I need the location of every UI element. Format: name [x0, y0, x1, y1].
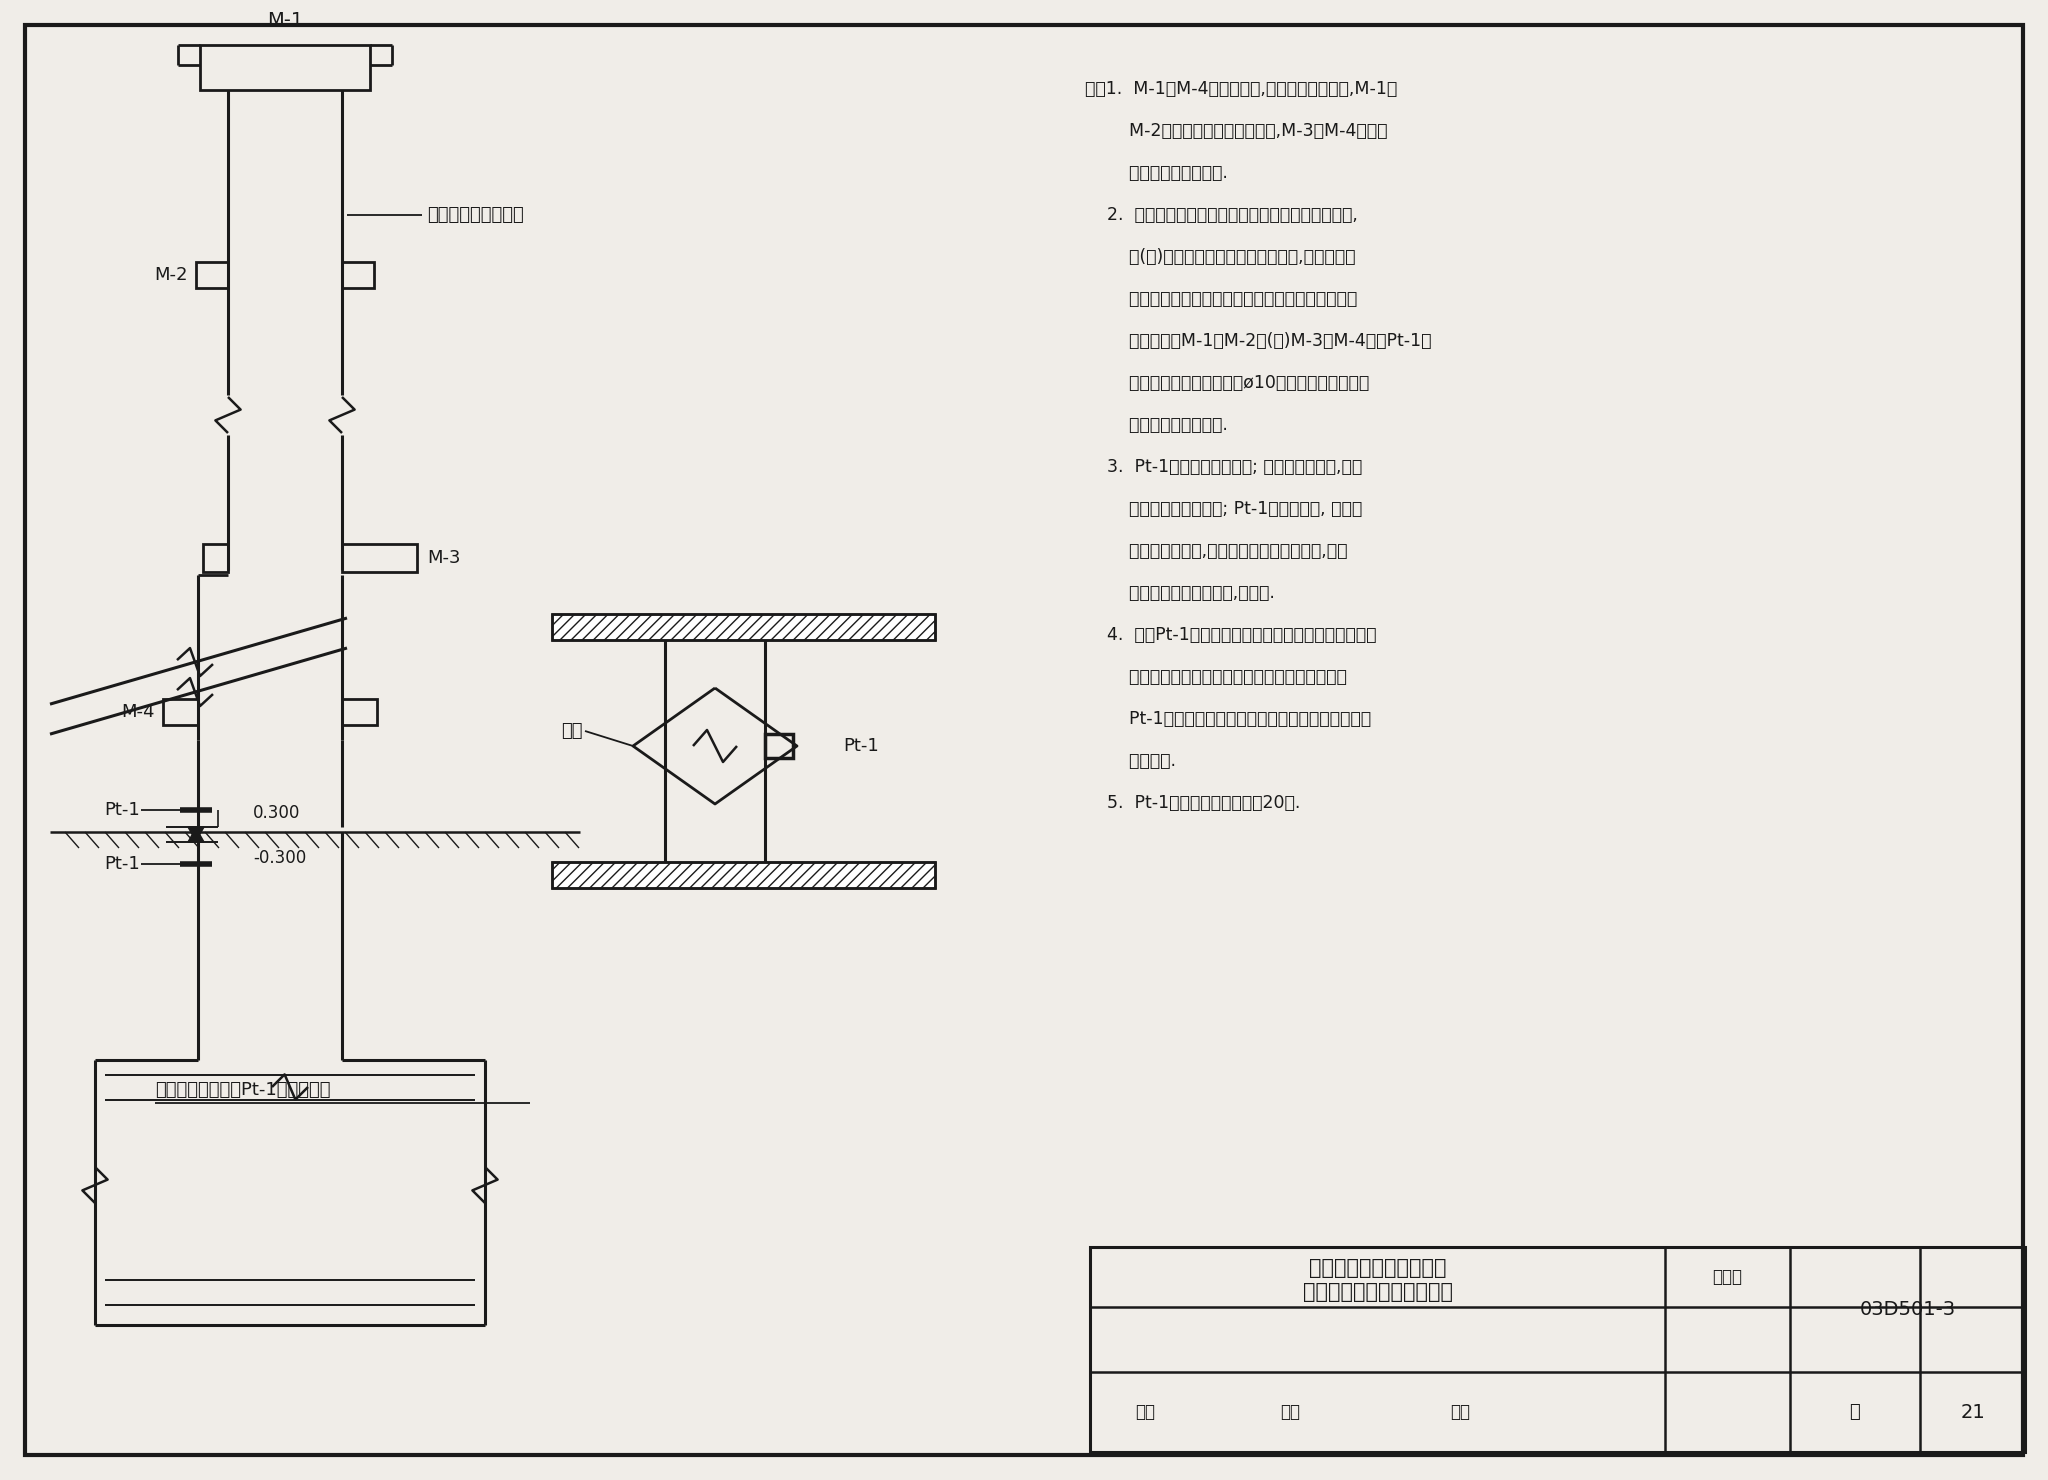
Text: 审核: 审核 — [1135, 1403, 1155, 1421]
Text: Pt-1: Pt-1 — [104, 855, 139, 873]
Bar — [203, 545, 227, 571]
Text: 0.300: 0.300 — [254, 805, 301, 823]
Bar — [553, 861, 936, 888]
Bar — [164, 699, 199, 725]
Text: 支腿都要焊到主箍上; Pt-1位于哪一侧, 根据具: 支腿都要焊到主箍上; Pt-1位于哪一侧, 根据具 — [1085, 500, 1362, 518]
Polygon shape — [188, 827, 205, 841]
Text: Pt-1: Pt-1 — [104, 801, 139, 818]
Text: M-3: M-3 — [426, 549, 461, 567]
Bar — [342, 545, 418, 571]
Text: M-4: M-4 — [121, 703, 156, 721]
Text: 2.  当采用通过屋架的钉筋或钓屋架以及屋面钉筋网,: 2. 当采用通过屋架的钉筋或钓屋架以及屋面钉筋网, — [1085, 206, 1358, 223]
Text: 注：1.  M-1～M-4为本图编号,非结构图中的编号,M-1、: 注：1. M-1～M-4为本图编号,非结构图中的编号,M-1、 — [1085, 80, 1397, 98]
Bar — [766, 734, 793, 758]
Bar — [197, 262, 227, 289]
Text: 本身的钉筋将各柱子基础钉筋网连成整体时要将结: 本身的钉筋将各柱子基础钉筋网连成整体时要将结 — [1085, 290, 1358, 308]
Text: 其附近的柱内钉筋上.: 其附近的柱内钉筋上. — [1085, 416, 1229, 434]
Text: 21: 21 — [1960, 1403, 1985, 1421]
Text: 设计: 设计 — [1450, 1403, 1470, 1421]
Text: 在靠端墙的柱子上Pt-1预埋件位置: 在靠端墙的柱子上Pt-1预埋件位置 — [156, 1080, 330, 1100]
Text: 制钉筋混凝土柱预埋件连接: 制钉筋混凝土柱预埋件连接 — [1303, 1282, 1452, 1302]
Text: 吐车梁用的预埋构件.: 吐车梁用的预埋构件. — [1085, 164, 1229, 182]
Text: -0.300: -0.300 — [254, 850, 307, 867]
Text: 预制的钉筋混凝土柱: 预制的钉筋混凝土柱 — [426, 206, 524, 223]
Bar — [201, 44, 371, 90]
Bar — [553, 861, 936, 888]
Text: M-1: M-1 — [266, 10, 303, 30]
Bar — [342, 699, 377, 725]
Text: 管道之用.: 管道之用. — [1085, 752, 1176, 770]
Bar — [342, 262, 375, 289]
Bar — [553, 614, 936, 639]
Text: 体设计要求确定,如无要求则宜位于同一侧,端墙: 体设计要求确定,如无要求则宜位于同一侧,端墙 — [1085, 542, 1348, 559]
Text: 3.  Pt-1的位置设于柱角处; 采用扁钓方案时,两个: 3. Pt-1的位置设于柱角处; 采用扁钓方案时,两个 — [1085, 457, 1362, 477]
Text: 柱子: 柱子 — [561, 722, 584, 740]
Text: 页: 页 — [1849, 1403, 1860, 1421]
Text: 03D501-3: 03D501-3 — [1860, 1299, 1956, 1319]
Text: 处要位于车间内的一边,见左图.: 处要位于车间内的一边,见左图. — [1085, 585, 1274, 602]
Text: Pt-1: Pt-1 — [844, 737, 879, 755]
Text: M-2: M-2 — [154, 266, 188, 284]
Text: 和(或)通过吐车梁的钉筋或钓吐车梁,再通过柱子: 和(或)通过吐车梁的钉筋或钓吐车梁,再通过柱子 — [1085, 249, 1356, 266]
Text: 图集号: 图集号 — [1712, 1268, 1743, 1286]
Text: 处于地面下需作等电位连接的管道连接用；地上: 处于地面下需作等电位连接的管道连接用；地上 — [1085, 667, 1348, 687]
Bar — [553, 614, 936, 639]
Text: 构上原有的M-1、M-2和(或)M-3、M-4以及Pt-1、: 构上原有的M-1、M-2和(或)M-3、M-4以及Pt-1、 — [1085, 332, 1432, 349]
Text: 预埋连接板直接（或通过ø10钉筋或圆钓）焊接到: 预埋连接板直接（或通过ø10钉筋或圆钓）焊接到 — [1085, 374, 1370, 392]
Text: 5.  Pt-1预埋连接板的详图见20页.: 5. Pt-1预埋连接板的详图见20页. — [1085, 793, 1300, 813]
Text: Pt-1连接板供测量及连接需接地和等电位的设备、: Pt-1连接板供测量及连接需接地和等电位的设备、 — [1085, 710, 1370, 728]
Text: 校对: 校对 — [1280, 1403, 1300, 1421]
Bar — [1090, 1248, 2025, 1452]
Polygon shape — [188, 827, 205, 842]
Text: 单层厂房高低跨连接处预: 单层厂房高低跨连接处预 — [1309, 1258, 1446, 1279]
Text: 4.  地下Pt-1连接板供与基础内钉筋网以及引入车间、: 4. 地下Pt-1连接板供与基础内钉筋网以及引入车间、 — [1085, 626, 1376, 644]
Text: M-2为安装屋架用的预埋构件,M-3、M-4为安装: M-2为安装屋架用的预埋构件,M-3、M-4为安装 — [1085, 121, 1386, 141]
